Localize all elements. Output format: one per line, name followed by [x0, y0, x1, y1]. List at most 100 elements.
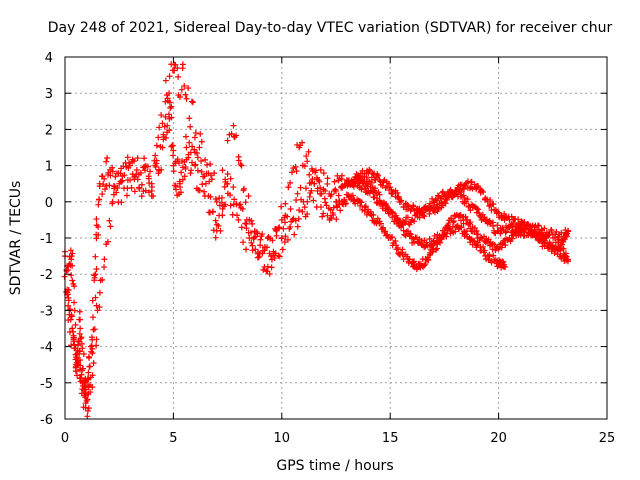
track-b-point [268, 256, 275, 263]
track-b-point [93, 342, 100, 349]
track-b-point [148, 187, 155, 194]
track-c-point [425, 256, 432, 263]
track-a-point [159, 144, 166, 151]
track-a-point [109, 164, 116, 171]
track-b-point [101, 256, 108, 263]
track-a-point [89, 314, 96, 321]
track-b-point [255, 254, 262, 261]
track-a-point [177, 184, 184, 191]
track-a-point [224, 180, 231, 187]
track-a-point [92, 271, 99, 278]
track-d-point [528, 227, 535, 234]
track-b-point [502, 229, 509, 236]
track-b-point [230, 122, 237, 129]
track-a-point [227, 175, 234, 182]
track-d-point [522, 226, 529, 233]
track-d-point [350, 183, 357, 190]
track-b-point [490, 222, 497, 229]
track-c-point [337, 207, 344, 214]
track-a-point [137, 169, 144, 176]
track-c-point [500, 259, 507, 266]
track-b-point [293, 168, 300, 175]
track-a-point [88, 348, 95, 355]
track-a-point [121, 172, 128, 179]
track-b-point [162, 77, 169, 84]
track-b-point [221, 183, 228, 190]
x-axis-label: GPS time / hours [276, 458, 393, 474]
track-a-point [510, 220, 517, 227]
track-b-point [240, 187, 247, 194]
track-a-point [249, 220, 256, 227]
track-b-point [77, 325, 84, 332]
track-a-point [252, 246, 259, 253]
track-a-point [95, 196, 102, 203]
track-b-point [77, 335, 84, 342]
track-c-point [394, 244, 401, 251]
track-b-point [312, 167, 319, 174]
track-b-point [78, 340, 85, 347]
x-tick-label: 20 [490, 431, 507, 446]
track-a-point [207, 193, 214, 200]
track-b-point [131, 188, 138, 195]
track-a-point [188, 167, 195, 174]
track-a-point [299, 208, 306, 215]
track-b-point [207, 161, 214, 168]
track-a-point [324, 180, 331, 187]
track-a-point [227, 192, 234, 199]
track-b-point [476, 210, 483, 217]
track-d-point [457, 217, 464, 224]
track-a-point [170, 152, 177, 159]
track-a-point [263, 244, 270, 251]
track-a-point [304, 198, 311, 205]
track-d-point [361, 185, 368, 192]
track-a-point [147, 168, 154, 175]
track-d-point [347, 181, 354, 188]
track-a-point [281, 239, 288, 246]
track-a-point [186, 139, 193, 146]
track-b-point [64, 291, 71, 298]
track-b-point [104, 238, 111, 245]
track-b-point [242, 199, 249, 206]
track-b-point [301, 163, 308, 170]
track-b-point [559, 241, 566, 248]
track-a-point [93, 266, 100, 273]
track-b-point [77, 316, 84, 323]
track-a-point [276, 224, 283, 231]
y-axis-ticks: -6 -5 -4 -3 -2 -1 0 1 2 3 4 [40, 51, 607, 428]
track-a-point [198, 158, 205, 165]
track-a-point [109, 168, 116, 175]
track-a-point [294, 223, 301, 230]
track-c-point [471, 238, 478, 245]
grid-lines [65, 57, 607, 419]
track-b-point [172, 61, 179, 68]
track-b-point [280, 225, 287, 232]
track-b-point [224, 137, 231, 144]
track-b-point [238, 162, 245, 169]
track-a-point [247, 229, 254, 236]
track-b-point [68, 272, 75, 279]
track-b-point [335, 192, 342, 199]
track-d-point [510, 232, 517, 239]
track-a-point [91, 272, 98, 279]
track-b-point [333, 204, 340, 211]
track-b-point [299, 139, 306, 146]
track-a-point [166, 90, 173, 97]
track-b-point [93, 336, 100, 343]
track-d-point [394, 216, 401, 223]
track-c-point [333, 187, 339, 194]
track-b-point [127, 162, 134, 169]
track-b-point [491, 229, 498, 236]
track-b-point [411, 218, 418, 225]
track-a-point [194, 167, 201, 174]
track-b-point [194, 154, 201, 161]
track-a-point [77, 374, 84, 381]
track-b-point [67, 247, 74, 254]
track-a-point [281, 219, 288, 226]
track-b-point [89, 372, 96, 379]
x-tick-label: 0 [61, 431, 69, 446]
track-a-point [196, 187, 203, 194]
track-a-point [306, 193, 313, 200]
track-a-point [320, 170, 327, 177]
track-b-point [191, 134, 198, 141]
y-tick-label: 3 [45, 87, 53, 102]
